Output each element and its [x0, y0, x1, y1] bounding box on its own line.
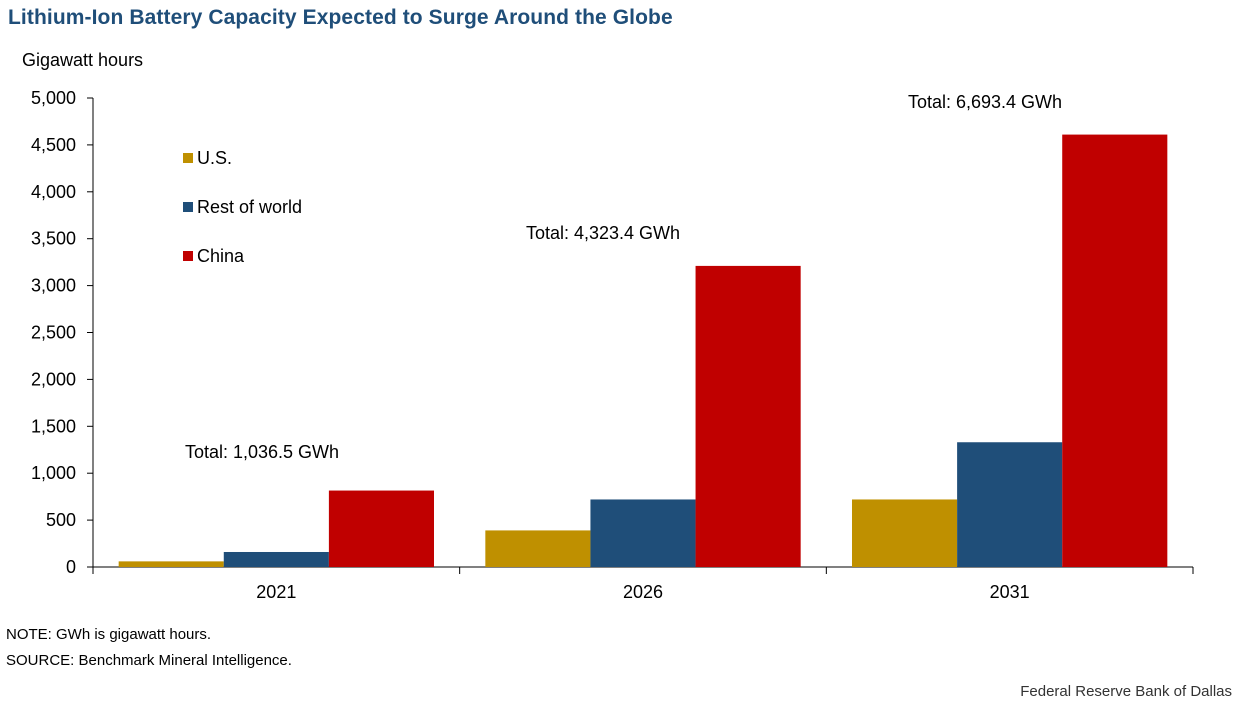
note-text: NOTE: GWh is gigawatt hours.	[6, 626, 212, 643]
bar-china-2026	[695, 265, 801, 567]
legend-label: Rest of world	[197, 197, 302, 217]
total-annotation: Total: 6,693.4 GWh	[908, 92, 1062, 112]
bar-rest-of-world-2031	[957, 442, 1063, 567]
y-tick-label: 5,000	[31, 88, 76, 108]
y-tick-label: 0	[66, 557, 76, 577]
bar-rest-of-world-2026	[590, 499, 696, 567]
legend-label: U.S.	[197, 148, 232, 168]
total-annotation: Total: 4,323.4 GWh	[526, 223, 680, 243]
legend-swatch	[183, 153, 193, 163]
y-tick-label: 4,000	[31, 182, 76, 202]
y-axis-label: Gigawatt hours	[22, 50, 144, 70]
bar-u-s--2031	[852, 499, 958, 567]
x-tick-label: 2026	[623, 582, 663, 602]
bar-rest-of-world-2021	[223, 551, 329, 567]
y-tick-label: 1,500	[31, 416, 76, 436]
source-text: SOURCE: Benchmark Mineral Intelligence.	[6, 652, 292, 669]
y-tick-label: 500	[46, 510, 76, 530]
credit-text: Federal Reserve Bank of Dallas	[1020, 683, 1232, 700]
legend-swatch	[183, 251, 193, 261]
x-tick-label: 2031	[990, 582, 1030, 602]
y-tick-label: 4,500	[31, 135, 76, 155]
bar-china-2021	[328, 490, 434, 567]
bar-u-s--2026	[485, 530, 591, 567]
y-tick-label: 3,500	[31, 229, 76, 249]
y-tick-label: 2,500	[31, 323, 76, 343]
bar-china-2031	[1062, 134, 1168, 567]
x-tick-label: 2021	[256, 582, 296, 602]
y-tick-label: 1,000	[31, 463, 76, 483]
chart-title: Lithium-Ion Battery Capacity Expected to…	[8, 6, 673, 29]
y-tick-label: 2,000	[31, 369, 76, 389]
legend-swatch	[183, 202, 193, 212]
legend-label: China	[197, 246, 245, 266]
y-tick-label: 3,000	[31, 276, 76, 296]
bar-u-s--2021	[118, 561, 224, 567]
total-annotation: Total: 1,036.5 GWh	[185, 442, 339, 462]
